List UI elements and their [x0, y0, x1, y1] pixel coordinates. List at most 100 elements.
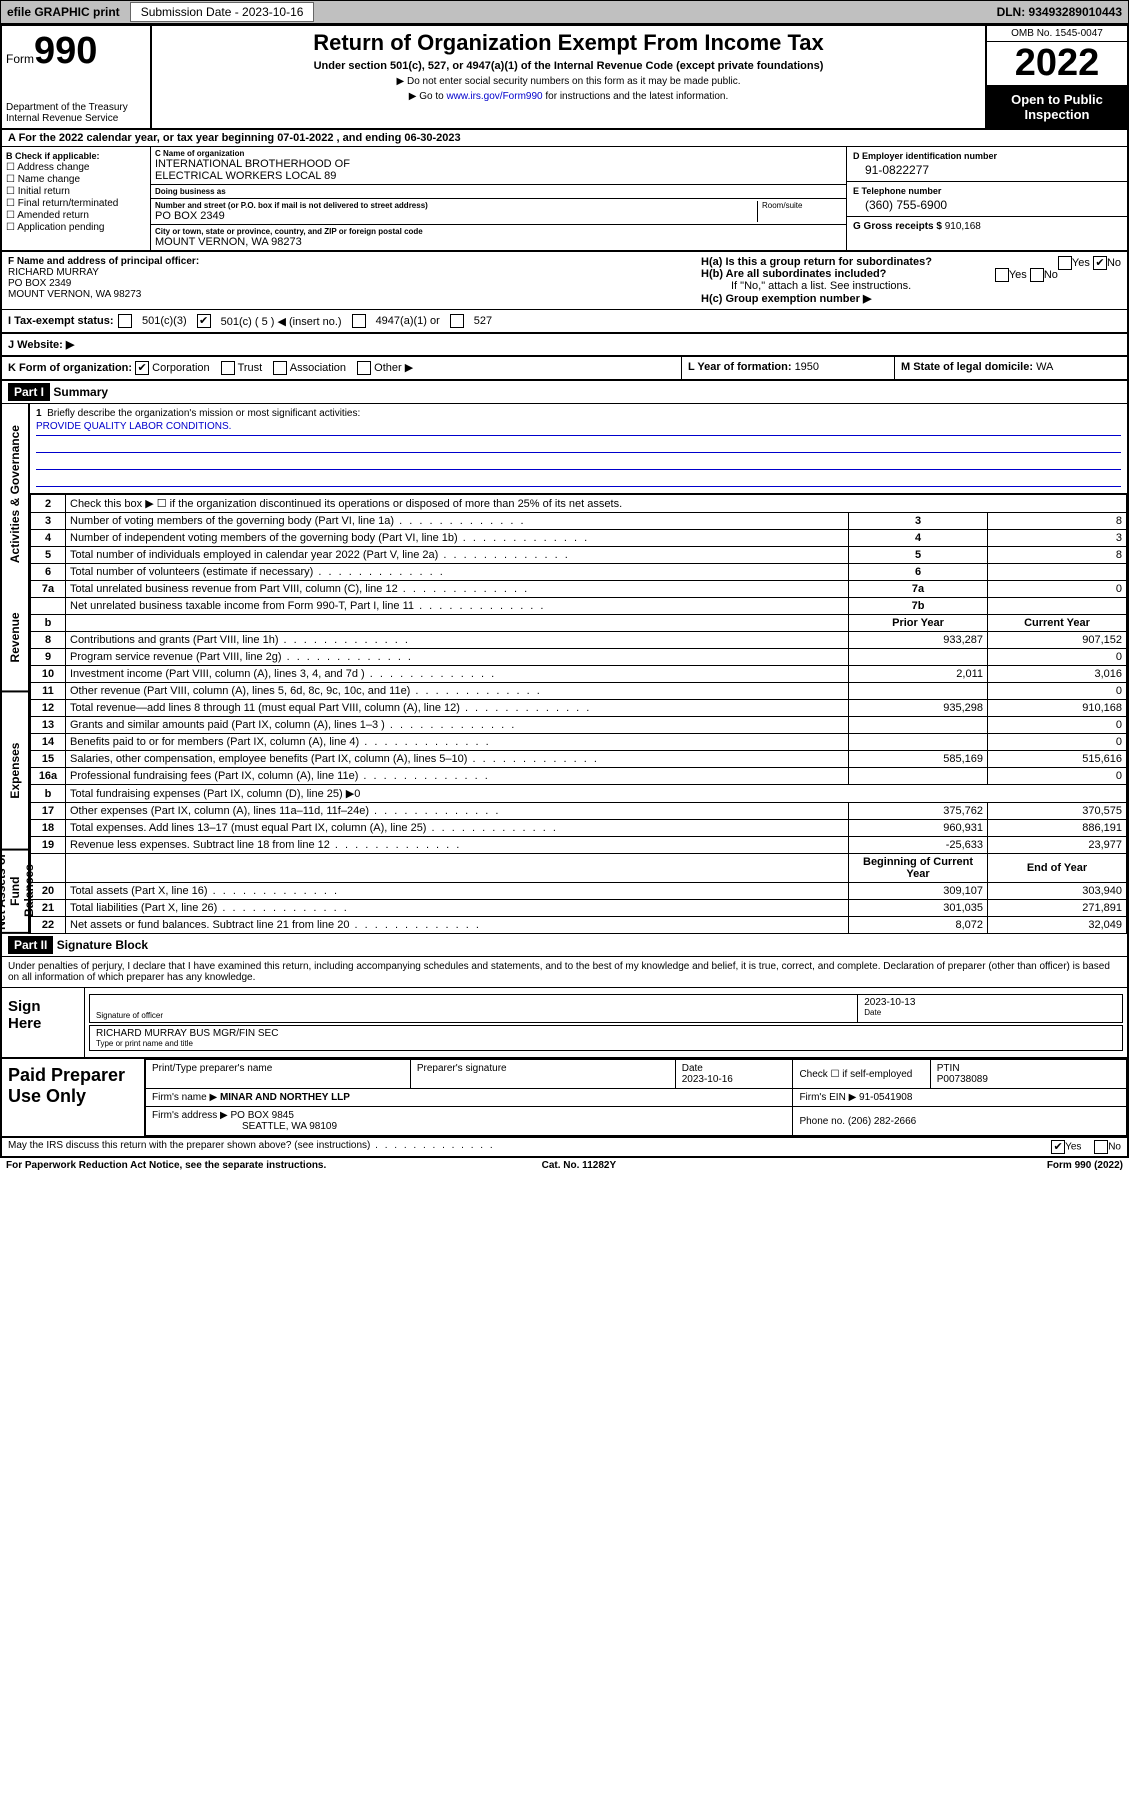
h-b-note: If "No," attach a list. See instructions… — [701, 280, 1121, 292]
phone-block: E Telephone number (360) 755-6900 — [847, 182, 1127, 217]
name-bar: RICHARD MURRAY BUS MGR/FIN SEC Type or p… — [89, 1025, 1123, 1051]
table-row: Net unrelated business taxable income fr… — [31, 598, 1127, 615]
phone-value: (360) 755-6900 — [853, 196, 1121, 212]
side-net: Net Assets or Fund Balances — [2, 850, 28, 934]
firm-phone-lab: Phone no. — [799, 1116, 847, 1127]
firm-addr2: SEATTLE, WA 98109 — [152, 1121, 337, 1132]
firm-addr1: PO BOX 9845 — [231, 1110, 294, 1121]
city-row: City or town, state or province, country… — [151, 225, 846, 250]
table-row: 21Total liabilities (Part X, line 26)301… — [31, 900, 1127, 917]
row-klm: K Form of organization: ✔ Corporation Tr… — [2, 357, 1127, 381]
table-row: 19Revenue less expenses. Subtract line 1… — [31, 837, 1127, 854]
k-other[interactable] — [357, 361, 371, 375]
table-row: 3Number of voting members of the governi… — [31, 513, 1127, 530]
row-i: I Tax-exempt status: 501(c)(3) ✔ 501(c) … — [2, 310, 1127, 334]
signer-name-label: Type or print name and title — [96, 1039, 1116, 1048]
row-a-tax-year: A For the 2022 calendar year, or tax yea… — [2, 130, 1127, 147]
paid-label: Paid Preparer Use Only — [2, 1059, 145, 1136]
chk-amended[interactable]: ☐ Amended return — [6, 210, 146, 221]
chk-name-change[interactable]: ☐ Name change — [6, 174, 146, 185]
part2-title: Signature Block — [57, 938, 148, 952]
firm-phone: (206) 282-2666 — [848, 1116, 916, 1127]
signer-name: RICHARD MURRAY BUS MGR/FIN SEC — [96, 1028, 1116, 1039]
i-527[interactable] — [450, 314, 464, 328]
firm-lab: Firm's name ▶ — [152, 1092, 217, 1103]
chk-app-pending[interactable]: ☐ Application pending — [6, 222, 146, 233]
firm-ein: 91-0541908 — [859, 1092, 912, 1103]
form-header: Form990 Department of the Treasury Inter… — [2, 26, 1127, 130]
line1-num: 1 — [36, 408, 42, 419]
sign-here-fields: Signature of officer 2023-10-13 Date RIC… — [85, 988, 1127, 1057]
table-row: 13Grants and similar amounts paid (Part … — [31, 717, 1127, 734]
open-public: Open to Public Inspection — [987, 86, 1127, 128]
addr-label: Number and street (or P.O. box if mail i… — [155, 201, 428, 210]
mission-text: PROVIDE QUALITY LABOR CONDITIONS. — [36, 421, 1121, 436]
i-501c[interactable]: ✔ — [197, 314, 211, 328]
discuss-yes[interactable]: ✔ — [1051, 1140, 1065, 1154]
i-501c3[interactable] — [118, 314, 132, 328]
i-4947[interactable] — [352, 314, 366, 328]
sig-date: 2023-10-13 — [864, 997, 1116, 1008]
m-state: M State of legal domicile: WA — [895, 357, 1127, 379]
side-rev: Revenue — [2, 584, 28, 692]
side-exp: Expenses — [2, 693, 28, 851]
summary-table: 2Check this box ▶ ☐ if the organization … — [30, 494, 1127, 934]
part1-header: Part I Summary — [2, 381, 1127, 404]
dln: DLN: 93493289010443 — [991, 5, 1128, 19]
k-assoc[interactable] — [273, 361, 287, 375]
addr-value: PO BOX 2349 — [155, 210, 428, 222]
room-suite: Room/suite — [757, 201, 842, 222]
table-row: 8Contributions and grants (Part VIII, li… — [31, 632, 1127, 649]
goto-pre: ▶ Go to — [409, 91, 447, 102]
section-bcde: B Check if applicable: ☐ Address change … — [2, 147, 1127, 252]
col-h: H(a) Is this a group return for subordin… — [695, 252, 1127, 309]
hdr-curr: Current Year — [988, 615, 1127, 632]
sign-here-block: Sign Here Signature of officer 2023-10-1… — [2, 988, 1127, 1059]
k-corp[interactable]: ✔ — [135, 361, 149, 375]
irs-link[interactable]: www.irs.gov/Form990 — [446, 91, 542, 102]
ha-yes[interactable] — [1058, 256, 1072, 270]
header-mid: Return of Organization Exempt From Incom… — [152, 26, 985, 128]
col-f-officer: F Name and address of principal officer:… — [2, 252, 695, 309]
side-labels: Activities & Governance Revenue Expenses… — [2, 404, 30, 934]
prep-name-lab: Print/Type preparer's name — [152, 1063, 404, 1074]
perjury-disclaimer: Under penalties of perjury, I declare th… — [2, 957, 1127, 988]
form-note-1: ▶ Do not enter social security numbers o… — [156, 76, 981, 87]
cat-no: Cat. No. 11282Y — [542, 1160, 616, 1171]
ha-no[interactable]: ✔ — [1093, 256, 1107, 270]
dba-label: Doing business as — [155, 187, 226, 196]
org-name: INTERNATIONAL BROTHERHOOD OF ELECTRICAL … — [155, 158, 350, 182]
officer-name: RICHARD MURRAY — [8, 267, 689, 278]
ein-block: D Employer identification number 91-0822… — [847, 147, 1127, 182]
line-1-briefly: 1 Briefly describe the organization's mi… — [30, 404, 1127, 494]
chk-initial-return[interactable]: ☐ Initial return — [6, 186, 146, 197]
firm-name: MINAR AND NORTHEY LLP — [220, 1092, 350, 1103]
sig-label: Signature of officer — [96, 1011, 851, 1020]
chk-address-change[interactable]: ☐ Address change — [6, 162, 146, 173]
prep-date-lab: Date — [682, 1063, 787, 1074]
hdr-end: End of Year — [988, 854, 1127, 883]
k-trust[interactable] — [221, 361, 235, 375]
discuss-no[interactable] — [1094, 1140, 1108, 1154]
h-a: H(a) Is this a group return for subordin… — [701, 256, 1121, 268]
chk-final-return[interactable]: ☐ Final return/terminated — [6, 198, 146, 209]
part1-badge: Part I — [8, 383, 50, 401]
table-row: 22Net assets or fund balances. Subtract … — [31, 917, 1127, 934]
form-990: Form990 Department of the Treasury Inter… — [0, 24, 1129, 1158]
hb-yes[interactable] — [995, 268, 1009, 282]
efile-label: efile GRAPHIC print — [1, 5, 126, 19]
form-ref: Form 990 (2022) — [1047, 1160, 1123, 1171]
col-b-header: B Check if applicable: — [6, 151, 146, 161]
discuss-q: May the IRS discuss this return with the… — [8, 1140, 495, 1154]
firm-addr-lab: Firm's address ▶ — [152, 1110, 228, 1121]
phone-label: E Telephone number — [853, 186, 1121, 196]
ein-label: D Employer identification number — [853, 151, 1121, 161]
i-label: I Tax-exempt status: — [8, 315, 118, 327]
form-number: Form990 — [6, 30, 146, 73]
hb-no[interactable] — [1030, 268, 1044, 282]
firm-ein-lab: Firm's EIN ▶ — [799, 1092, 859, 1103]
officer-addr2: MOUNT VERNON, WA 98273 — [8, 289, 689, 300]
top-bar: efile GRAPHIC print Submission Date - 20… — [0, 0, 1129, 24]
table-row: 14Benefits paid to or for members (Part … — [31, 734, 1127, 751]
self-emp[interactable]: Check ☐ if self-employed — [793, 1060, 930, 1089]
